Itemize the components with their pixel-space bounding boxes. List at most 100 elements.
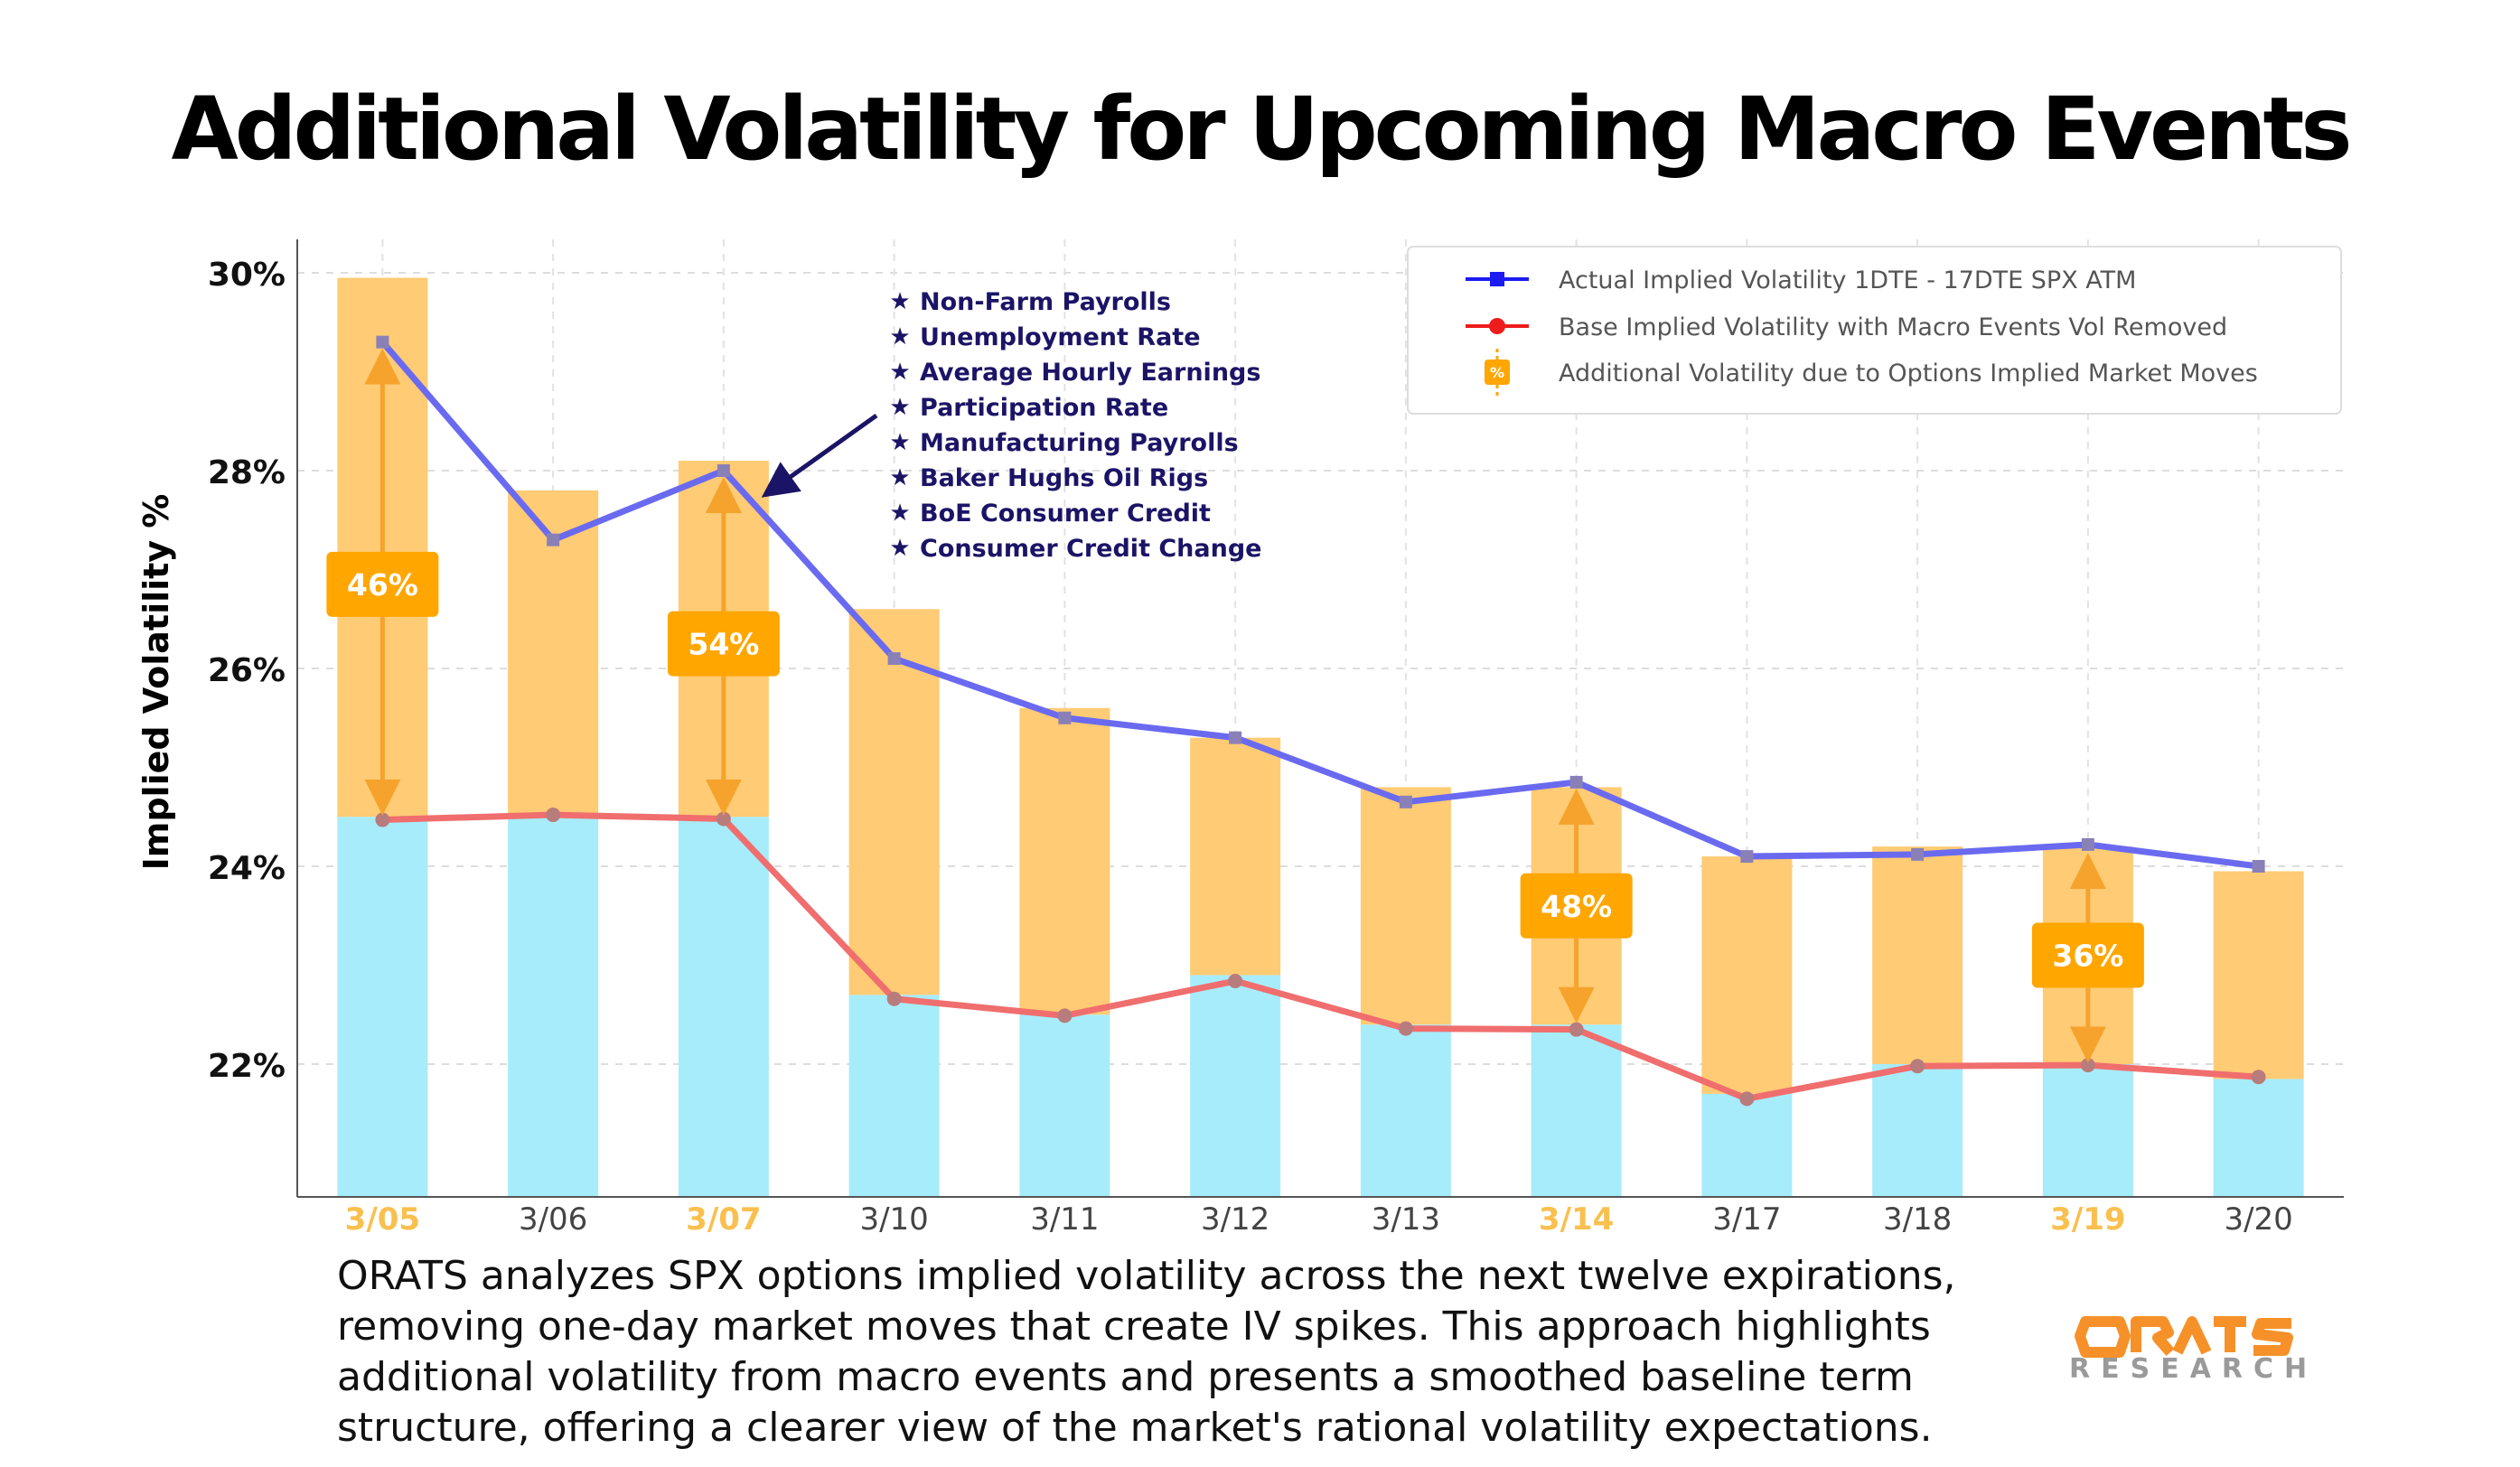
actual-iv-point xyxy=(1229,731,1242,744)
series-lines xyxy=(375,335,2266,1107)
event-item: Average Hourly Earnings xyxy=(920,359,1260,387)
annotation-box xyxy=(667,611,780,677)
event-item: Unemployment Rate xyxy=(920,323,1201,351)
base-iv-point xyxy=(1739,1091,1755,1107)
base-iv-point xyxy=(1398,1021,1413,1036)
logo-mark xyxy=(2075,1316,2293,1358)
actual-iv-point xyxy=(1058,711,1072,724)
bars xyxy=(337,277,2304,1197)
actual-iv-point xyxy=(1569,775,1583,789)
base-iv-point xyxy=(1569,1022,1584,1037)
x-tick-label: 3/14 xyxy=(1539,1201,1614,1238)
x-tick-label: 3/11 xyxy=(1030,1201,1099,1238)
axes: 22% 24% 26% 28% 30% 3/05 3/06 3/07 3/10 3/11 3/12 3… xyxy=(136,239,2344,1238)
legend-percent-icon xyxy=(1485,360,1510,385)
actual-iv-point xyxy=(2081,837,2094,851)
base-iv-line xyxy=(382,811,2259,1102)
y-tick-label: 22% xyxy=(208,1048,286,1085)
additional-vol-bar xyxy=(1701,856,1793,1094)
base-bar xyxy=(2042,1064,2133,1197)
event-item: Baker Hughs Oil Rigs xyxy=(920,464,1208,492)
annotation-label: 36% xyxy=(2052,939,2123,974)
annotations: 46% 54% 48% 36% xyxy=(326,348,2144,1063)
x-tick-label: 3/10 xyxy=(859,1201,928,1238)
chart-title: Additional Volatility for Upcoming Macro… xyxy=(171,79,2352,180)
annotation-label: 48% xyxy=(1541,889,1612,924)
additional-vol-bar xyxy=(1019,707,1110,1015)
annotation-box xyxy=(326,551,439,617)
annotation-label: 46% xyxy=(347,567,418,603)
base-bar xyxy=(1701,1093,1793,1197)
base-iv-point xyxy=(375,812,390,827)
additional-vol-bar xyxy=(848,609,940,995)
base-bar xyxy=(508,817,599,1197)
x-tick-label: 3/17 xyxy=(1712,1201,1781,1238)
actual-iv-point xyxy=(1911,847,1925,861)
event-star-icon: ★ xyxy=(889,288,910,315)
legend[interactable]: Actual Implied Volatility 1DTE - 17DTE S… xyxy=(1407,246,2342,415)
logo-subtext: RESEARCH xyxy=(2069,1353,2319,1385)
event-item: BoE Consumer Credit xyxy=(920,500,1211,528)
base-iv-point xyxy=(716,811,731,827)
base-iv-point xyxy=(1228,974,1243,989)
actual-iv-point xyxy=(2252,860,2265,873)
y-tick-label: 28% xyxy=(208,454,286,491)
event-star-icon: ★ xyxy=(889,394,910,421)
actual-iv-line xyxy=(379,340,2260,870)
base-bar xyxy=(2213,1079,2304,1197)
legend-percent-glyph: % xyxy=(1490,364,1504,381)
event-item: Consumer Credit Change xyxy=(920,535,1262,563)
event-item: Non-Farm Payrolls xyxy=(920,288,1171,316)
additional-vol-bar xyxy=(1360,787,1451,1025)
x-tick-label: 3/05 xyxy=(345,1201,420,1238)
x-tick-label: 3/19 xyxy=(2050,1201,2125,1238)
base-iv-point xyxy=(1057,1008,1073,1023)
actual-iv-point xyxy=(887,652,901,666)
base-bar xyxy=(1872,1064,1963,1197)
event-list: ★ Non-Farm Payrolls ★ Unemployment Rate ★ Ave… xyxy=(761,288,1262,563)
annotation-box xyxy=(1520,873,1633,939)
x-tick-label: 3/13 xyxy=(1372,1201,1440,1238)
base-bar xyxy=(678,817,769,1197)
legend-label[interactable]: Actual Implied Volatility 1DTE - 17DTE S… xyxy=(1559,266,2136,294)
event-star-icon: ★ xyxy=(889,535,910,562)
x-tick-label: 3/20 xyxy=(2224,1201,2292,1238)
x-tick-label: 3/06 xyxy=(519,1201,587,1238)
actual-iv-point xyxy=(717,464,730,477)
actual-iv-point xyxy=(1740,850,1754,864)
legend-label[interactable]: Base Implied Volatility with Macro Event… xyxy=(1559,313,2227,341)
orats-logo xyxy=(2075,1316,2293,1358)
base-bar xyxy=(1360,1024,1451,1197)
event-item: Participation Rate xyxy=(920,394,1168,422)
base-bar xyxy=(1190,975,1281,1197)
volatility-chart: 22% 24% 26% 28% 30% 3/05 3/06 3/07 3/10 3/11 3/12 3… xyxy=(136,239,2344,1238)
base-bar xyxy=(848,995,940,1197)
actual-iv-point xyxy=(376,335,389,349)
annotation-box xyxy=(2031,922,2144,988)
caption-text: ORATS analyzes SPX options implied volat… xyxy=(337,1253,1956,1451)
base-bar xyxy=(1019,1014,1110,1197)
event-pointer-arrow xyxy=(761,413,878,498)
base-bar xyxy=(1531,1024,1622,1197)
y-tick-label: 30% xyxy=(208,257,286,294)
x-tick-label: 3/07 xyxy=(686,1201,761,1238)
event-item: Manufacturing Payrolls xyxy=(920,429,1239,457)
actual-iv-point xyxy=(547,533,560,547)
base-bar xyxy=(337,817,428,1197)
event-star-icon: ★ xyxy=(889,359,910,386)
legend-label[interactable]: Additional Volatility due to Options Imp… xyxy=(1559,360,2258,388)
actual-iv-point xyxy=(1399,795,1412,808)
event-star-icon: ★ xyxy=(889,464,910,491)
additional-vol-bar xyxy=(1190,737,1281,976)
event-star-icon: ★ xyxy=(889,323,910,350)
base-iv-point xyxy=(546,808,561,823)
additional-vol-bar xyxy=(1872,846,1963,1064)
base-iv-point xyxy=(2080,1058,2095,1073)
base-iv-point xyxy=(1910,1059,1925,1074)
legend-box xyxy=(1407,246,2342,415)
legend-marker xyxy=(1490,272,1504,286)
y-axis-label: Implied Volatility % xyxy=(136,494,176,871)
x-tick-label: 3/12 xyxy=(1201,1201,1269,1238)
y-tick-label: 24% xyxy=(208,850,286,887)
base-iv-point xyxy=(2251,1070,2266,1085)
